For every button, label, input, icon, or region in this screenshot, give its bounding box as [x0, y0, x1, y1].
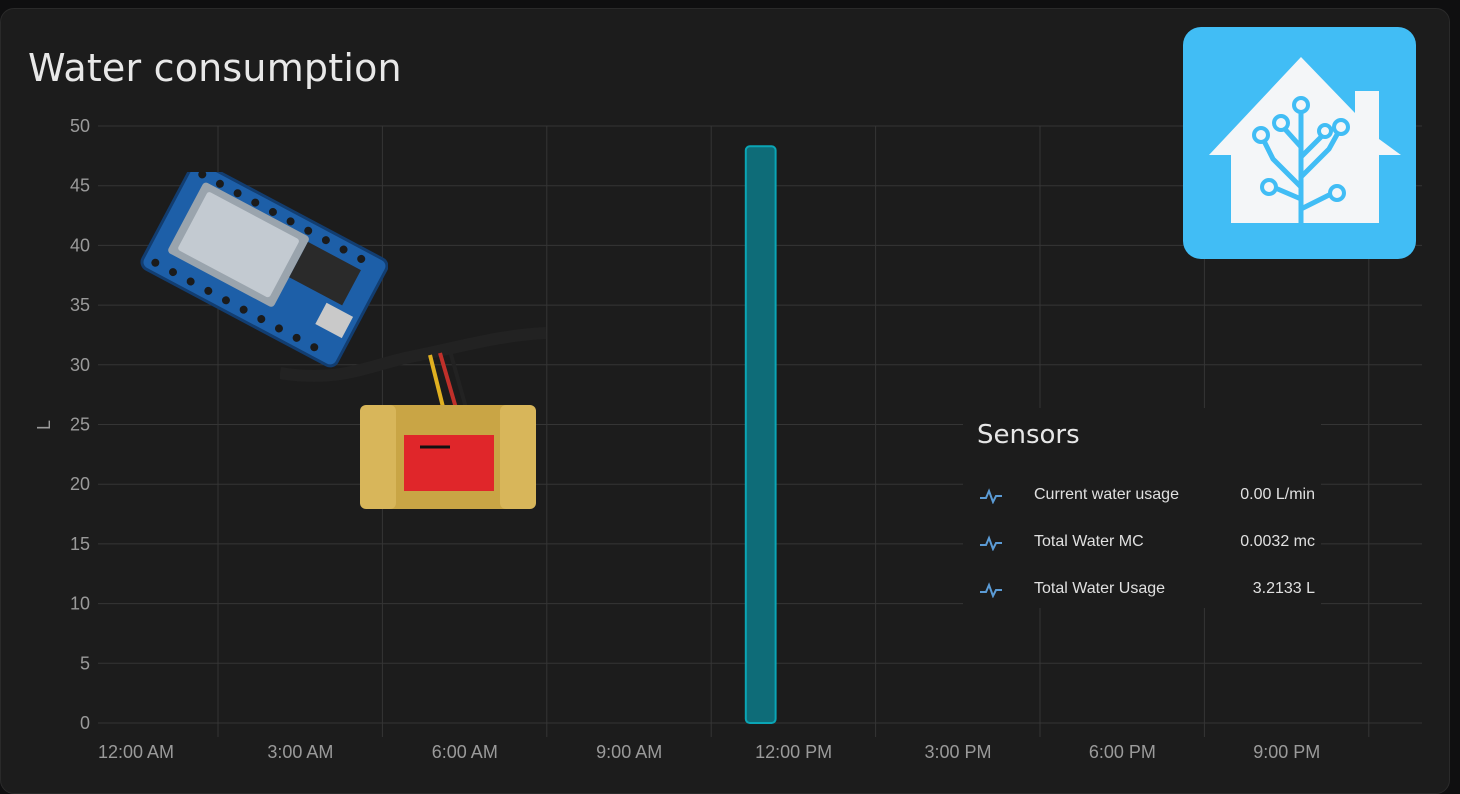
sensor-row-total-water-usage[interactable]: Total Water Usage 3.2133 L	[963, 570, 1321, 610]
x-tick-label: 3:00 AM	[267, 742, 333, 762]
x-tick-label: 9:00 PM	[1253, 742, 1320, 762]
y-tick-label: 45	[70, 176, 90, 196]
pulse-icon	[980, 488, 1002, 504]
esp32-board-image	[140, 172, 388, 368]
y-tick-label: 15	[70, 534, 90, 554]
sensor-row-current-water-usage[interactable]: Current water usage 0.00 L/min	[963, 476, 1321, 516]
y-tick-label: 10	[70, 594, 90, 614]
y-tick-label: 35	[70, 295, 90, 315]
x-tick-label: 6:00 AM	[432, 742, 498, 762]
y-tick-label: 5	[80, 653, 90, 673]
y-tick-label: 20	[70, 474, 90, 494]
x-tick-label: 3:00 PM	[924, 742, 991, 762]
x-tick-label: 6:00 PM	[1089, 742, 1156, 762]
x-tick-label: 12:00 PM	[755, 742, 832, 762]
y-tick-label: 25	[70, 415, 90, 435]
y-axis-label: L	[34, 420, 54, 430]
pulse-icon	[980, 535, 1002, 551]
sensor-name: Total Water Usage	[1034, 580, 1166, 597]
chart-bars	[744, 145, 777, 725]
y-tick-label: 50	[70, 116, 90, 136]
sensor-name: Current water usage	[1034, 486, 1179, 503]
sensor-value: 0.00 L/min	[1240, 486, 1315, 503]
x-tick-label: 12:00 AM	[98, 742, 174, 762]
flow-meter-image	[280, 327, 547, 509]
sensors-panel: Sensors Current water usage 0.00 L/min T…	[963, 408, 1321, 608]
bar[interactable]	[744, 145, 777, 725]
card-title: Water consumption	[28, 46, 402, 90]
sensors-title: Sensors	[977, 420, 1080, 450]
y-axis-ticks: 0 5 10 15 20 25 30 35 40 45 50	[70, 116, 90, 733]
sensor-value: 3.2133 L	[1252, 580, 1315, 597]
y-tick-label: 40	[70, 235, 90, 255]
x-tick-label: 9:00 AM	[596, 742, 662, 762]
sensor-name: Total Water MC	[1034, 533, 1144, 550]
y-tick-label: 30	[70, 355, 90, 375]
pulse-icon	[980, 582, 1002, 598]
sensor-row-total-water-mc[interactable]: Total Water MC 0.0032 mc	[963, 523, 1321, 563]
home-assistant-logo	[1183, 27, 1416, 259]
sensor-value: 0.0032 mc	[1240, 533, 1315, 550]
x-axis-ticks: 12:00 AM 3:00 AM 6:00 AM 9:00 AM 12:00 PM 3:0…	[98, 742, 1320, 762]
y-tick-label: 0	[80, 713, 90, 733]
